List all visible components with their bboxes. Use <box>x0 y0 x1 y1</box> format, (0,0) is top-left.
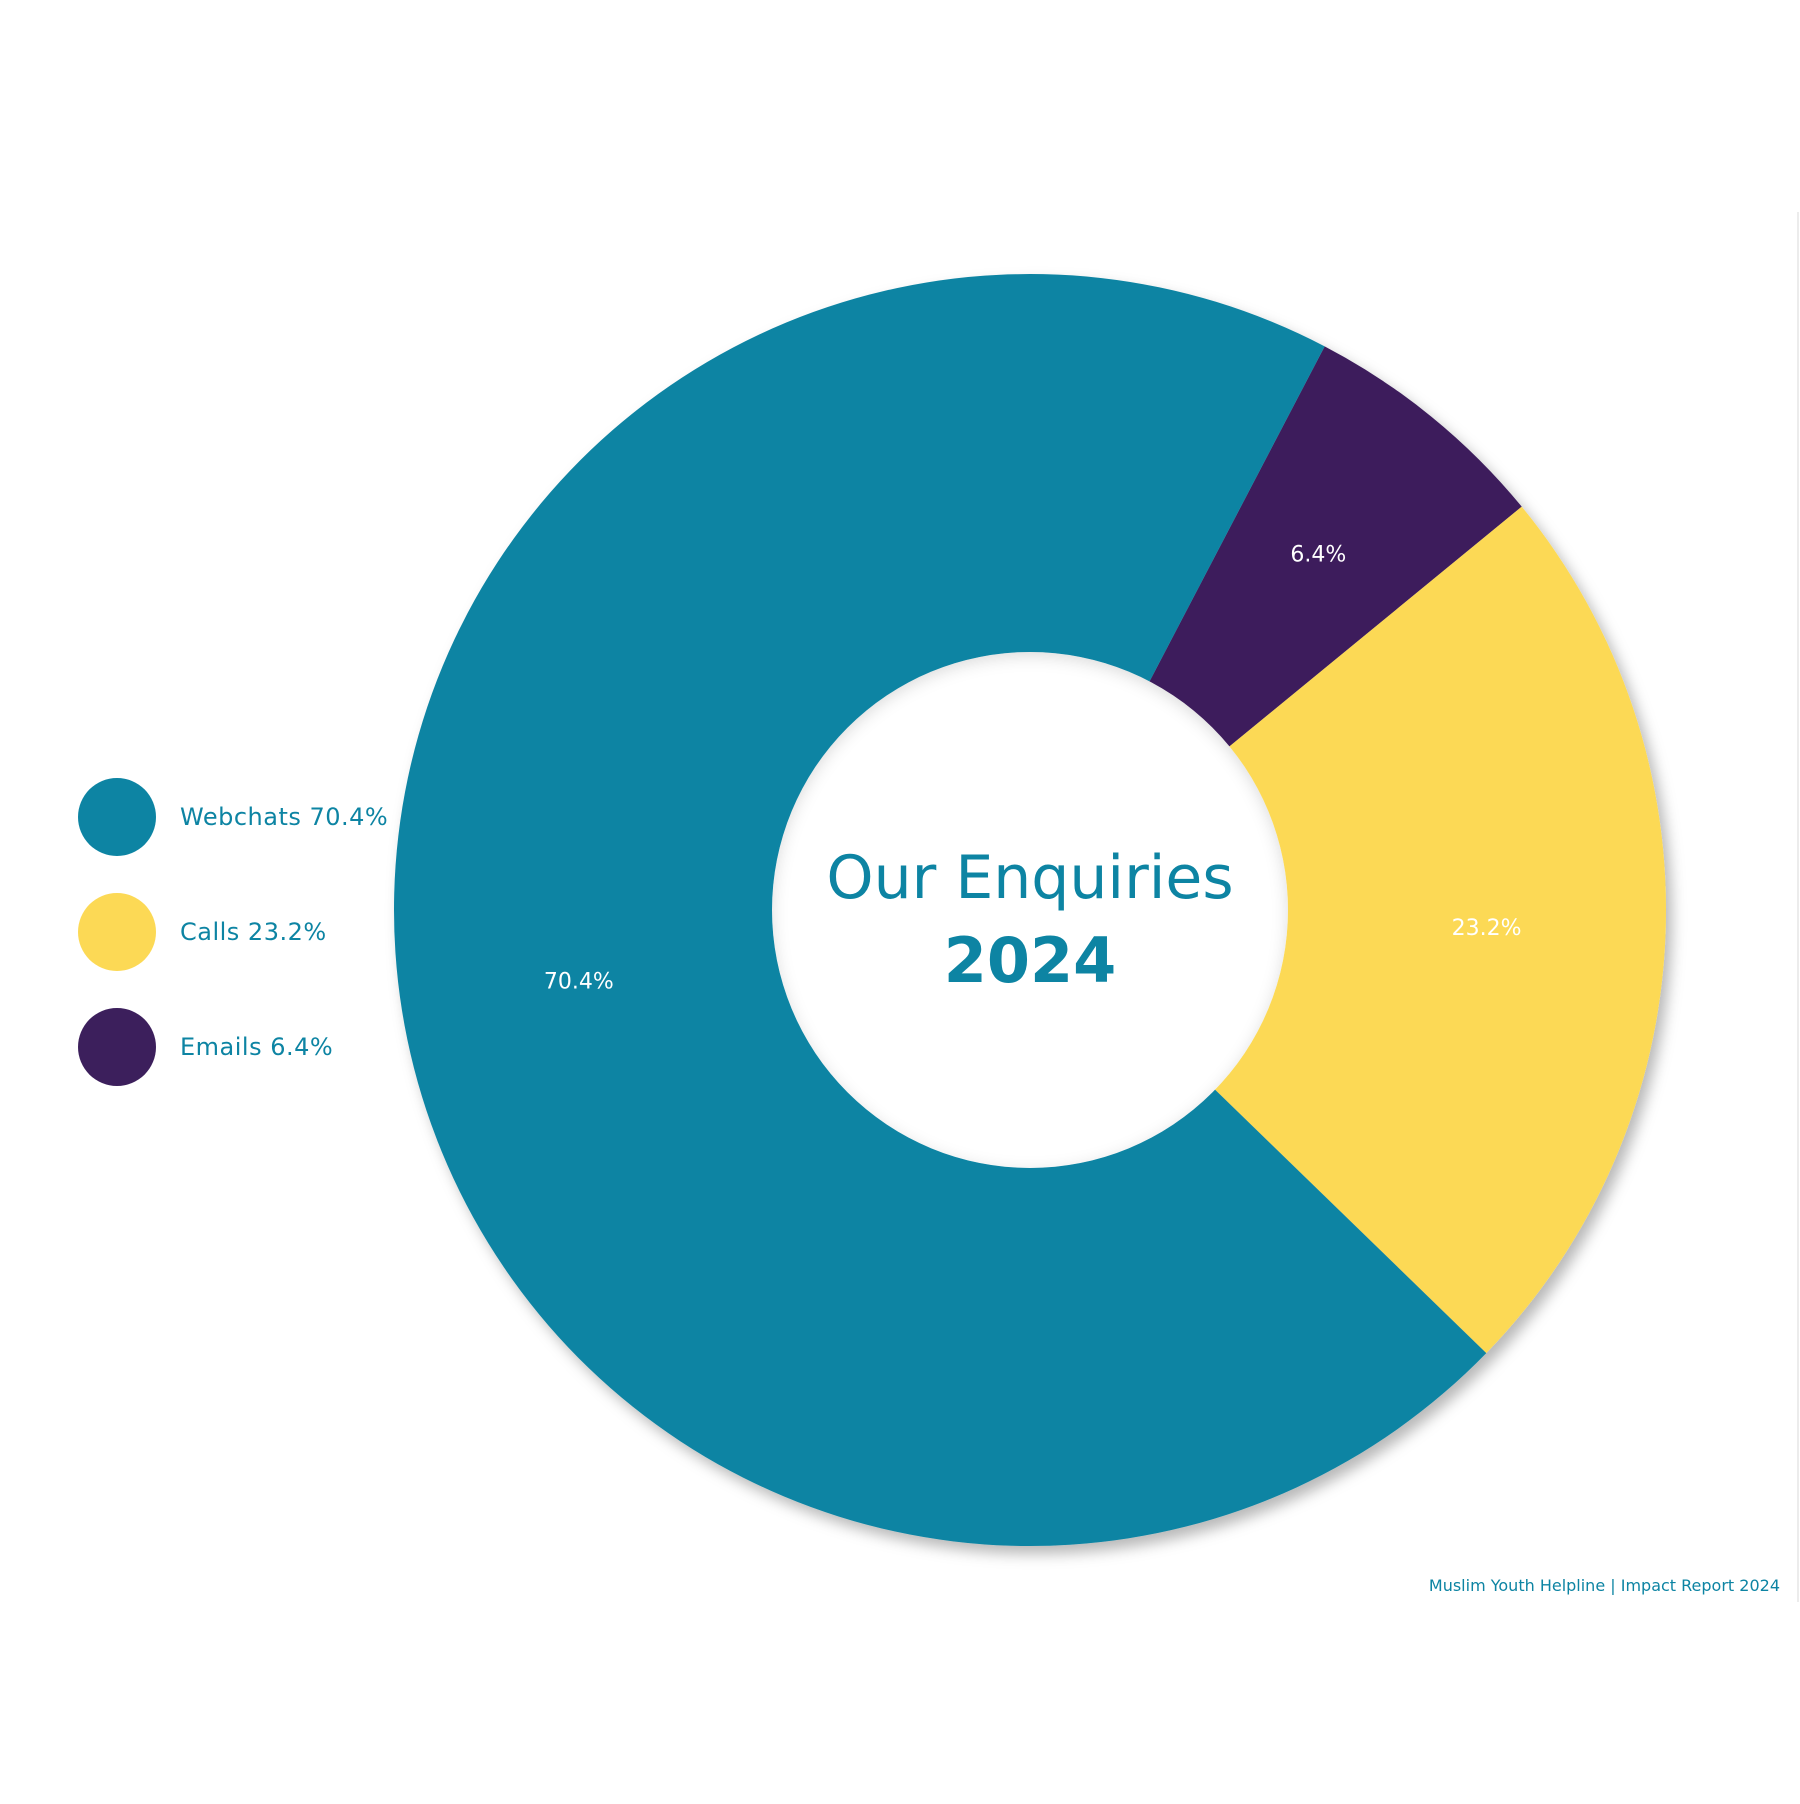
legend-label-calls: Calls 23.2% <box>180 918 327 946</box>
donut-center-hole <box>772 652 1288 1168</box>
legend-label-emails: Emails 6.4% <box>180 1033 334 1061</box>
chart-legend: Webchats 70.4% Calls 23.2% Emails 6.4% <box>78 778 388 1123</box>
slice-label-emails: 6.4% <box>1290 542 1346 567</box>
legend-item-webchats: Webchats 70.4% <box>78 778 388 856</box>
legend-item-emails: Emails 6.4% <box>78 1008 388 1086</box>
slice-calls <box>1030 506 1666 1354</box>
slice-label-webchats: 70.4% <box>544 969 614 994</box>
chart-subtitle: 2024 <box>944 924 1117 997</box>
slice-label-calls: 23.2% <box>1452 916 1522 941</box>
chart-title: Our Enquiries <box>826 843 1233 913</box>
legend-item-calls: Calls 23.2% <box>78 893 388 971</box>
legend-label-webchats: Webchats 70.4% <box>180 803 389 831</box>
legend-swatch-webchats <box>78 778 156 856</box>
page-edge-divider <box>1797 212 1799 1602</box>
legend-swatch-emails <box>78 1008 156 1086</box>
legend-swatch-calls <box>78 893 156 971</box>
footer-caption: Muslim Youth Helpline | Impact Report 20… <box>1428 1576 1780 1595</box>
